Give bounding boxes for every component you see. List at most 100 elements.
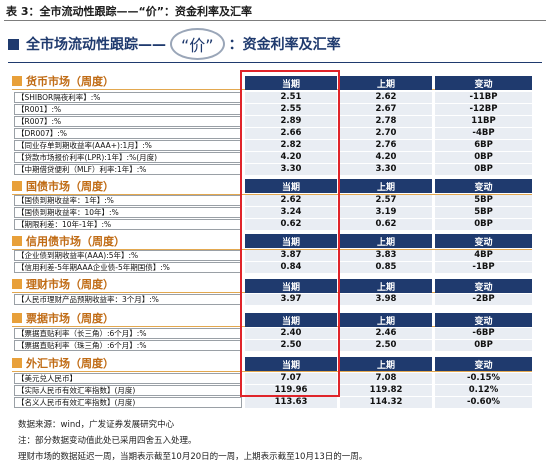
table-row: 【期限利差：10年-1年】:% 0.62 0.62 0BP [14, 219, 532, 230]
section-head-money: 货币市场（周度） [12, 73, 114, 89]
table-row: 【同业存单到期收益率(AAA+):1月】:% 2.82 2.76 6BP [14, 140, 532, 151]
section-square-icon [12, 279, 22, 289]
header-change: 变动 [435, 313, 532, 327]
table-row: 【中期借贷便利（MLF）利率:1年】:% 3.30 3.30 0BP [14, 164, 532, 175]
value-current: 2.50 [245, 340, 337, 351]
row-label: 【美元兑人民币】 [14, 373, 242, 384]
header-current: 当期 [245, 76, 337, 90]
value-current: 3.97 [245, 294, 337, 305]
section-head-wealth: 理财市场（周度） [12, 276, 114, 292]
section-square-icon [12, 358, 22, 368]
table-row: 【R001】:% 2.55 2.67 -12BP [14, 104, 532, 115]
section-head-credit: 信用债市场（周度） [12, 233, 125, 249]
table-row: 【票据直贴利率（珠三角）:6个月】:% 2.50 2.50 0BP [14, 340, 532, 351]
value-previous: 3.19 [340, 207, 432, 218]
value-previous: 7.08 [340, 373, 432, 384]
row-label: 【实际人民币有效汇率指数】(月度) [14, 385, 242, 396]
value-current: 3.30 [245, 164, 337, 175]
title-right: ：资金利率及汇率 [228, 37, 341, 53]
section-square-icon [12, 181, 22, 191]
value-current: 0.84 [245, 262, 337, 273]
value-previous: 2.50 [340, 340, 432, 351]
row-label: 【SHIBOR隔夜利率】:% [14, 92, 242, 103]
table-row: 【人民币理财产品预期收益率：3个月】:% 3.97 3.98 -2BP [14, 294, 532, 305]
section-head-fx: 外汇市场（周度） [12, 355, 114, 371]
header-current: 当期 [245, 234, 337, 248]
value-change: -6BP [435, 328, 532, 339]
table-row: 【实际人民币有效汇率指数】(月度) 119.96 119.82 0.12% [14, 385, 532, 396]
caption-rule [4, 20, 546, 21]
table-row: 【信用利差-5年期AAA企业债-5年期国债】:% 0.84 0.85 -1BP [14, 262, 532, 273]
section-head-bills: 票据市场（周度） [12, 310, 114, 326]
value-current: 0.62 [245, 219, 337, 230]
table-row: 【企业债到期收益率(AAA):5年】:% 3.87 3.83 4BP [14, 250, 532, 261]
delay-note: 理财市场的数据延迟一周，当期表示截至10月20日的一周，上期表示截至10月13日… [18, 452, 368, 462]
section-title: 信用债市场（周度） [26, 235, 125, 248]
section-line [12, 194, 532, 195]
value-change: -12BP [435, 104, 532, 115]
value-change: 4BP [435, 250, 532, 261]
section-line [12, 371, 532, 372]
header-previous: 上期 [340, 279, 432, 293]
row-label: 【信用利差-5年期AAA企业债-5年期国债】:% [14, 262, 242, 273]
value-change: -0.60% [435, 397, 532, 408]
value-previous: 2.76 [340, 140, 432, 151]
value-current: 113.63 [245, 397, 337, 408]
value-current: 2.82 [245, 140, 337, 151]
table-row: 【国债到期收益率：10年】:% 3.24 3.19 5BP [14, 207, 532, 218]
header-change: 变动 [435, 234, 532, 248]
value-current: 119.96 [245, 385, 337, 396]
value-change: 6BP [435, 140, 532, 151]
header-current: 当期 [245, 313, 337, 327]
row-label: 【中期借贷便利（MLF）利率:1年】:% [14, 164, 242, 175]
header-change: 变动 [435, 179, 532, 193]
value-change: 0BP [435, 164, 532, 175]
row-label: 【票据直贴利率（长三角）:6个月】:% [14, 328, 242, 339]
table-row: 【名义人民币有效汇率指数】(月度) 113.63 114.32 -0.60% [14, 397, 532, 408]
value-previous: 2.57 [340, 195, 432, 206]
row-label: 【人民币理财产品预期收益率：3个月】:% [14, 294, 242, 305]
header-previous: 上期 [340, 179, 432, 193]
row-label: 【同业存单到期收益率(AAA+):1月】:% [14, 140, 242, 151]
row-label: 【国债到期收益率：1年】:% [14, 195, 242, 206]
row-label: 【期限利差：10年-1年】:% [14, 219, 242, 230]
section-square-icon [12, 313, 22, 323]
section-title: 国债市场（周度） [26, 180, 114, 193]
value-current: 7.07 [245, 373, 337, 384]
header-change: 变动 [435, 279, 532, 293]
row-label: 【R001】:% [14, 104, 242, 115]
value-previous: 0.85 [340, 262, 432, 273]
section-title: 理财市场（周度） [26, 278, 114, 291]
row-label: 【企业债到期收益率(AAA):5年】:% [14, 250, 242, 261]
value-current: 2.55 [245, 104, 337, 115]
value-current: 2.66 [245, 128, 337, 139]
title-square-icon [8, 38, 19, 50]
section-title: 外汇市场（周度） [26, 357, 114, 370]
value-current: 2.40 [245, 328, 337, 339]
table-row: 【美元兑人民币】 7.07 7.08 -0.15% [14, 373, 532, 384]
value-change: 0BP [435, 152, 532, 163]
value-previous: 119.82 [340, 385, 432, 396]
rounding-note: 注：部分数据变动值此处已采用四舍五入处理。 [18, 436, 197, 446]
value-previous: 2.70 [340, 128, 432, 139]
value-change: 5BP [435, 207, 532, 218]
value-current: 2.62 [245, 195, 337, 206]
value-previous: 3.83 [340, 250, 432, 261]
section-title: 货币市场（周度） [26, 75, 114, 88]
value-previous: 2.62 [340, 92, 432, 103]
value-current: 2.89 [245, 116, 337, 127]
header-change: 变动 [435, 76, 532, 90]
value-current: 4.20 [245, 152, 337, 163]
value-change: -0.15% [435, 373, 532, 384]
header-previous: 上期 [340, 76, 432, 90]
section-square-icon [12, 236, 22, 246]
row-label: 【R007】:% [14, 116, 242, 127]
header-current: 当期 [245, 279, 337, 293]
header-previous: 上期 [340, 234, 432, 248]
header-previous: 上期 [340, 357, 432, 371]
title-left: 全市场流动性跟踪—— [26, 37, 166, 53]
table-row: 【票据直贴利率（长三角）:6个月】:% 2.40 2.46 -6BP [14, 328, 532, 339]
value-previous: 2.67 [340, 104, 432, 115]
price-badge: “价” [170, 28, 225, 60]
value-change: -11BP [435, 92, 532, 103]
